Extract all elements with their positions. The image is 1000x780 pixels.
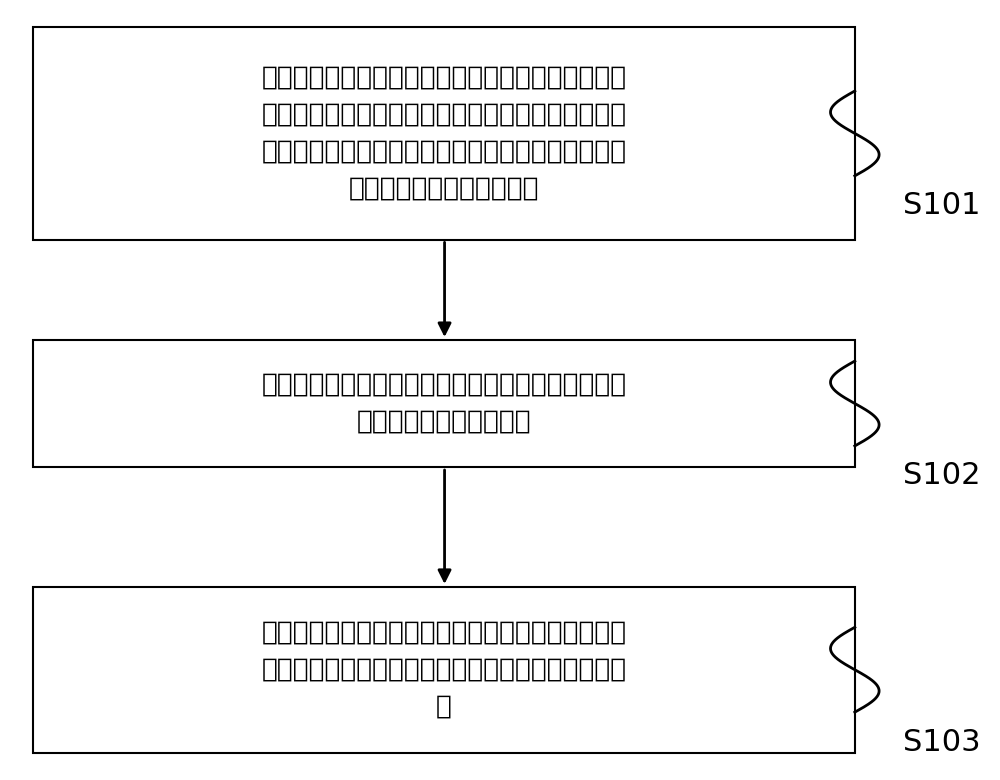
Text: S101: S101 xyxy=(903,191,981,220)
Text: S103: S103 xyxy=(903,728,981,757)
Text: 判断电动车是否符合第一条件以及第二条件，第一条
件为电动车电池的当前温度大于等于第一预设温度，
第二条件为当前温度与第二预设温度之间的第一温度
差大于等于第一预: 判断电动车是否符合第一条件以及第二条件，第一条 件为电动车电池的当前温度大于等于… xyxy=(262,65,627,202)
FancyBboxPatch shape xyxy=(33,340,855,467)
FancyBboxPatch shape xyxy=(33,587,855,753)
Text: 在电动车符合第一条件以及第二条件的情况下，判断
电动车是否处于充电状态: 在电动车符合第一条件以及第二条件的情况下，判断 电动车是否处于充电状态 xyxy=(262,372,627,435)
Text: S102: S102 xyxy=(903,462,981,491)
FancyBboxPatch shape xyxy=(33,27,855,239)
Text: 在电动车处于充电状态的情况下，控制电动车的压缩
机开启，其中，压缩机的开启功率与第一温度差成正
比: 在电动车处于充电状态的情况下，控制电动车的压缩 机开启，其中，压缩机的开启功率与… xyxy=(262,620,627,720)
